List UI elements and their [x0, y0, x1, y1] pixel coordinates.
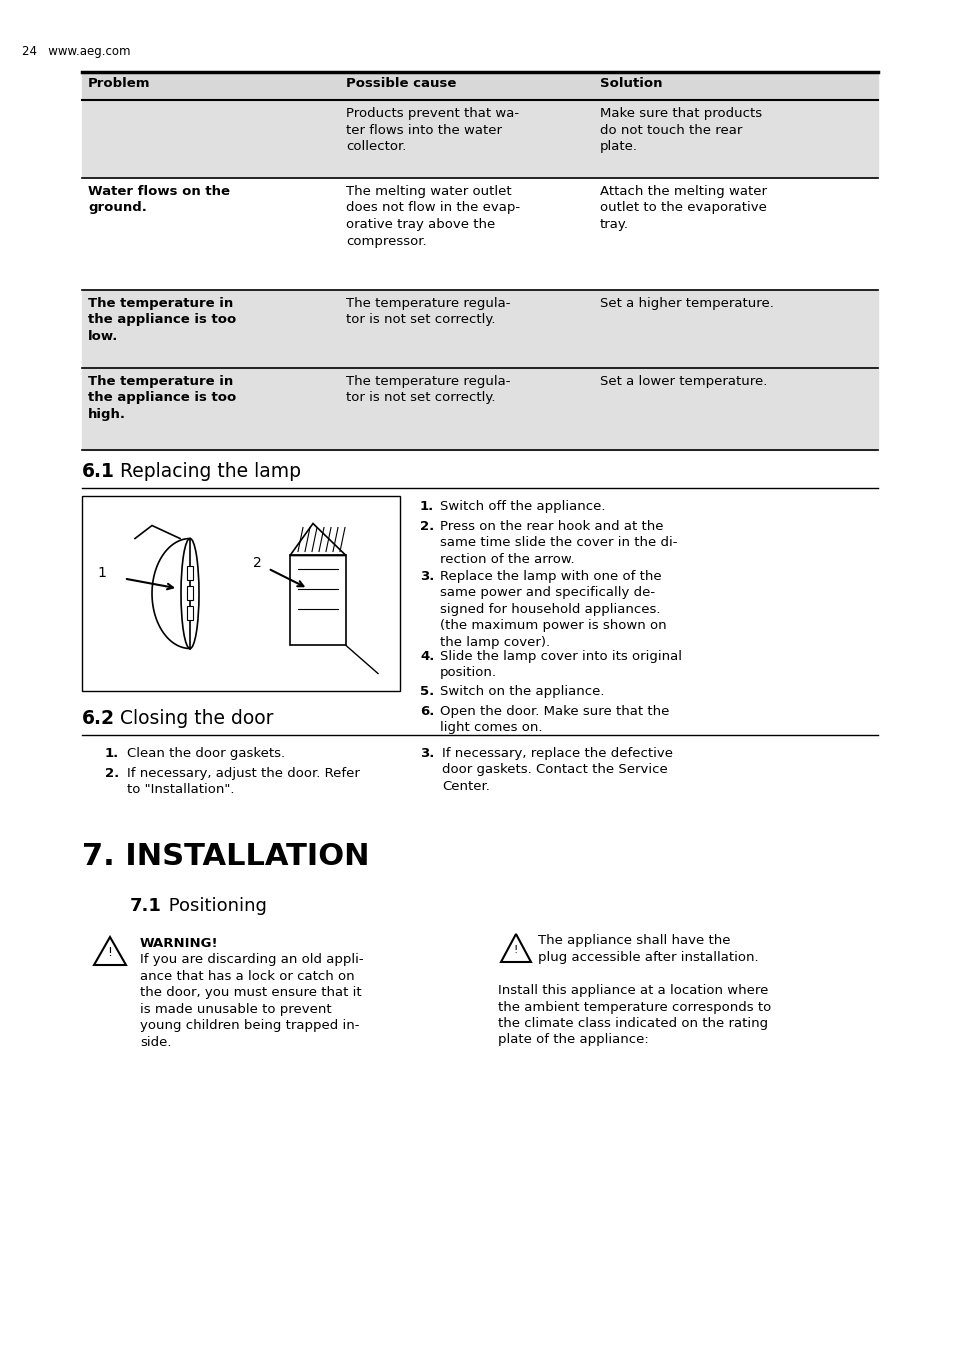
Bar [82, 289, 877, 368]
Text: Positioning: Positioning [163, 896, 267, 915]
Text: 1: 1 [97, 566, 106, 580]
Text: 1.: 1. [105, 748, 119, 760]
Text: 3.: 3. [419, 748, 434, 760]
Text: Products prevent that wa-
ter flows into the water
collector.: Products prevent that wa- ter flows into… [346, 107, 518, 153]
Text: 1.: 1. [419, 500, 434, 512]
Text: 6.2: 6.2 [82, 708, 115, 727]
Text: Set a lower temperature.: Set a lower temperature. [599, 375, 766, 388]
Text: Attach the melting water
outlet to the evaporative
tray.: Attach the melting water outlet to the e… [599, 185, 766, 231]
Text: Open the door. Make sure that the
light comes on.: Open the door. Make sure that the light … [439, 704, 669, 734]
Text: 2.: 2. [419, 521, 434, 533]
Text: Water flows on the
ground.: Water flows on the ground. [88, 185, 230, 215]
Bar [82, 368, 877, 450]
Text: Press on the rear hook and at the
same time slide the cover in the di-
rection o: Press on the rear hook and at the same t… [439, 521, 677, 566]
Bar [82, 72, 877, 100]
Text: Solution: Solution [599, 77, 661, 91]
Text: Switch off the appliance.: Switch off the appliance. [439, 500, 605, 512]
Text: Clean the door gaskets.: Clean the door gaskets. [127, 748, 285, 760]
Text: The temperature in
the appliance is too
low.: The temperature in the appliance is too … [88, 297, 236, 343]
Text: 7. INSTALLATION: 7. INSTALLATION [82, 842, 369, 871]
Text: The temperature regula-
tor is not set correctly.: The temperature regula- tor is not set c… [346, 297, 510, 326]
Text: 6.: 6. [419, 704, 434, 718]
Text: The temperature in
the appliance is too
high.: The temperature in the appliance is too … [88, 375, 236, 420]
Text: The temperature regula-
tor is not set correctly.: The temperature regula- tor is not set c… [346, 375, 510, 404]
Text: Slide the lamp cover into its original
position.: Slide the lamp cover into its original p… [439, 650, 681, 680]
Text: Replacing the lamp: Replacing the lamp [113, 462, 301, 481]
Text: The melting water outlet
does not flow in the evap-
orative tray above the
compr: The melting water outlet does not flow i… [346, 185, 519, 247]
Text: Make sure that products
do not touch the rear
plate.: Make sure that products do not touch the… [599, 107, 761, 153]
Bar [82, 100, 877, 178]
Bar [290, 556, 346, 645]
Text: Set a higher temperature.: Set a higher temperature. [599, 297, 773, 310]
Text: 5.: 5. [419, 685, 434, 698]
Text: If you are discarding an old appli-
ance that has a lock or catch on
the door, y: If you are discarding an old appli- ance… [140, 953, 363, 1049]
Text: 2.: 2. [105, 767, 119, 780]
Bar [187, 587, 193, 600]
Bar [187, 607, 193, 621]
Text: 3.: 3. [419, 571, 434, 583]
Bar [82, 496, 399, 691]
Text: !: ! [514, 945, 517, 955]
Bar [82, 178, 877, 289]
Text: Replace the lamp with one of the
same power and specifically de-
signed for hous: Replace the lamp with one of the same po… [439, 571, 666, 649]
Text: 2: 2 [253, 557, 261, 571]
Text: !: ! [108, 946, 112, 960]
Text: If necessary, adjust the door. Refer
to "Installation".: If necessary, adjust the door. Refer to … [127, 767, 359, 796]
Text: 6.1: 6.1 [82, 462, 114, 481]
Text: Closing the door: Closing the door [113, 708, 274, 727]
Text: Install this appliance at a location where
the ambient temperature corresponds t: Install this appliance at a location whe… [497, 984, 770, 1046]
Bar [187, 566, 193, 580]
Text: Problem: Problem [88, 77, 151, 91]
Text: The appliance shall have the
plug accessible after installation.: The appliance shall have the plug access… [537, 934, 758, 964]
Text: If necessary, replace the defective
door gaskets. Contact the Service
Center.: If necessary, replace the defective door… [441, 748, 672, 794]
Text: WARNING!: WARNING! [140, 937, 218, 950]
Text: 4.: 4. [419, 650, 434, 662]
Text: 24   www.aeg.com: 24 www.aeg.com [22, 45, 131, 58]
Text: 7.1: 7.1 [130, 896, 162, 915]
Text: Possible cause: Possible cause [346, 77, 456, 91]
Text: Switch on the appliance.: Switch on the appliance. [439, 685, 604, 698]
